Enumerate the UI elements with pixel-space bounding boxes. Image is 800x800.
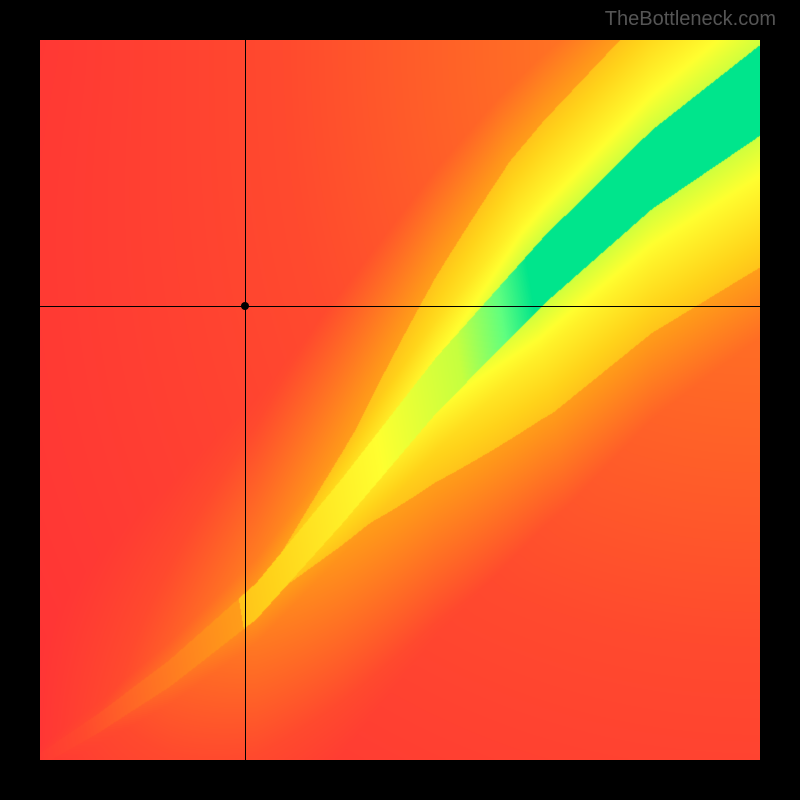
- data-point: [241, 302, 249, 310]
- crosshair-horizontal: [40, 306, 760, 307]
- plot-area: [40, 40, 760, 760]
- bottleneck-heatmap: [40, 40, 760, 760]
- watermark-text: TheBottleneck.com: [605, 8, 776, 31]
- crosshair-vertical: [245, 40, 246, 760]
